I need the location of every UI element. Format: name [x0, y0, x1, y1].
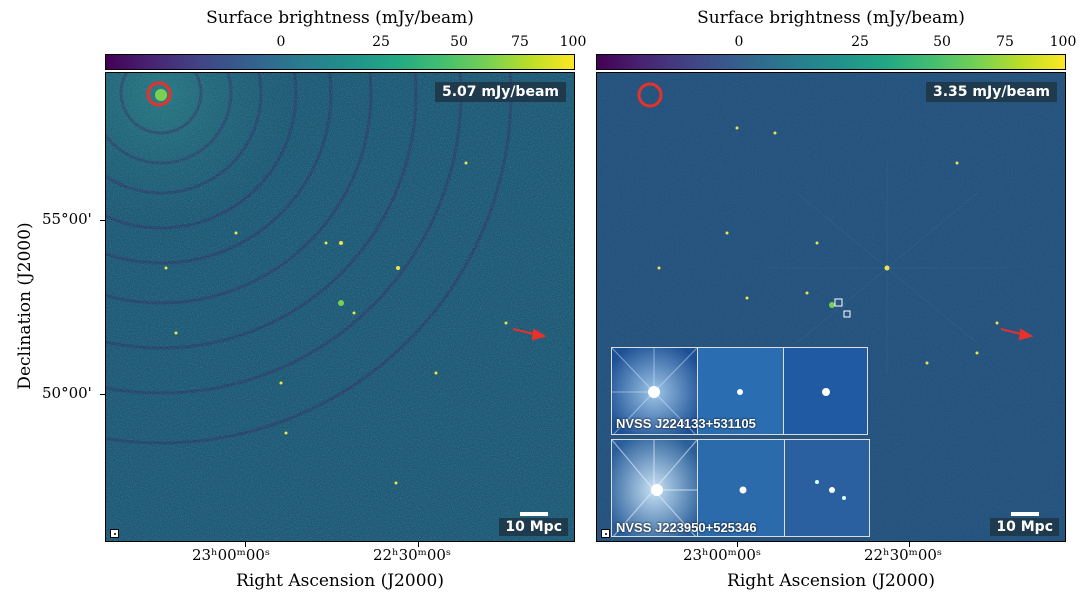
left-colorbar-tick-25: 25 — [372, 34, 390, 50]
left-radio-field — [106, 73, 574, 541]
left-red-arrow — [512, 328, 547, 341]
right-xtick-mark-22h30 — [909, 542, 910, 547]
left-xtick-label-23h: 23ʰ00ᵐ00ˢ — [192, 546, 271, 564]
left-colorbar-title: Surface brightness (mJy/beam) — [206, 8, 474, 28]
right-colorbar-tick-50: 50 — [933, 34, 951, 50]
right-xtick-label-23h: 23ʰ00ᵐ00ˢ — [683, 546, 762, 564]
ytick-mark-50 — [100, 394, 105, 395]
right-image-panel: NVSS J224133+531105 NVSS J223950+525346 … — [596, 72, 1066, 542]
right-red-arrow — [1000, 328, 1034, 341]
left-colorbar-tick-50: 50 — [450, 34, 468, 50]
right-scalebar-line — [1011, 512, 1039, 516]
left-scalebar-label: 10 Mpc — [499, 518, 568, 536]
right-colorbar-title: Surface brightness (mJy/beam) — [697, 8, 965, 28]
inset-row-2-caption: NVSS J223950+525346 — [616, 520, 757, 535]
right-red-circle-marker — [637, 82, 663, 108]
right-scalebar-label: 10 Mpc — [990, 518, 1059, 536]
right-xtick-mark-23h — [737, 542, 738, 547]
left-colorbar-tick-75: 75 — [511, 34, 529, 50]
ylabel: Declination (J2000) — [15, 222, 35, 390]
ytick-mark-55 — [100, 220, 105, 221]
ytick-label-50: 50°00' — [42, 384, 92, 402]
inset-row-2: NVSS J223950+525346 — [611, 439, 870, 537]
left-colorbar — [105, 54, 575, 70]
left-red-circle-marker — [146, 81, 172, 107]
right-colorbar — [596, 54, 1066, 70]
inset-row-1-caption: NVSS J224133+531105 — [616, 416, 756, 431]
left-xtick-label-22h30: 22ʰ30ᵐ00ˢ — [373, 546, 452, 564]
right-xlabel: Right Ascension (J2000) — [727, 571, 935, 591]
ytick-label-55: 55°00' — [42, 210, 92, 228]
right-colorbar-tick-25: 25 — [851, 34, 869, 50]
right-beam-icon — [601, 529, 610, 538]
inset-row-1: NVSS J224133+531105 — [611, 347, 868, 435]
right-source-box-2 — [843, 310, 851, 318]
left-image-panel: 5.07 mJy/beam 10 Mpc — [105, 72, 575, 542]
right-rms-label: 3.35 mJy/beam — [925, 82, 1057, 102]
left-xlabel: Right Ascension (J2000) — [236, 571, 444, 591]
left-rms-label: 5.07 mJy/beam — [434, 82, 566, 102]
inset-row-1-images — [612, 348, 867, 434]
right-colorbar-tick-100: 100 — [1049, 34, 1077, 50]
right-xtick-label-22h30: 22ʰ30ᵐ00ˢ — [864, 546, 943, 564]
right-source-box-1 — [834, 298, 843, 307]
left-xtick-mark-23h — [245, 542, 246, 547]
inset-row-2-images — [612, 440, 869, 536]
right-colorbar-tick-0: 0 — [734, 34, 744, 50]
left-scalebar-line — [520, 512, 548, 516]
left-colorbar-tick-0: 0 — [276, 34, 286, 50]
left-beam-icon — [110, 529, 119, 538]
left-colorbar-tick-100: 100 — [559, 34, 587, 50]
right-colorbar-tick-75: 75 — [996, 34, 1014, 50]
left-xtick-mark-22h30 — [418, 542, 419, 547]
